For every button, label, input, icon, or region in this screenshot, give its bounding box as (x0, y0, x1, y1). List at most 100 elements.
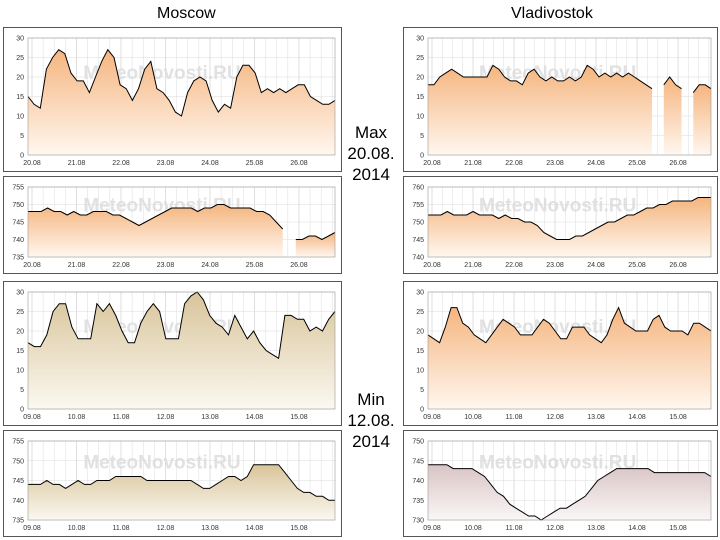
x-tick-label: 13.08 (201, 525, 219, 532)
watermark-text: MeteoNovosti.RU (479, 196, 636, 217)
x-tick-label: 12.08 (157, 525, 175, 532)
min-label-line1: Min (357, 390, 385, 409)
y-tick-label: 20 (16, 329, 24, 336)
vladivostok-max-pressure-svg: MeteoNovosti.RU 740 745 750 755 760 20.08 21.08… (412, 185, 712, 269)
x-tick-label: 20.08 (23, 262, 41, 269)
x-tick-label: 20.08 (23, 160, 41, 167)
series-line (28, 204, 284, 230)
x-tick-label: 12.08 (546, 414, 564, 421)
y-tick-label: 30 (16, 290, 24, 297)
moscow-min-pressure-panel: MeteoNovosti.RU 735 740 745 750 755 09.08 10.08… (3, 430, 342, 537)
y-tick-label: 750 (12, 458, 24, 465)
x-tick-label: 15.08 (290, 525, 308, 532)
y-tick-label: 25 (16, 55, 24, 62)
y-tick-label: 10 (16, 368, 24, 375)
max-label-line1: Max (354, 123, 388, 142)
y-tick-label: 735 (12, 518, 24, 525)
y-tick-label: 0 (20, 407, 24, 414)
x-tick-label: 21.08 (68, 262, 86, 269)
y-tick-label: 0 (420, 153, 424, 160)
plot-area-frame (27, 440, 336, 521)
x-tick-label: 15.08 (669, 414, 687, 421)
y-tick-label: 745 (12, 220, 24, 227)
x-tick-label: 26.08 (290, 262, 308, 269)
y-tick-label: 5 (20, 133, 24, 140)
x-tick-label: 09.08 (23, 525, 41, 532)
series-line (28, 464, 335, 501)
series-line (692, 84, 712, 93)
x-tick-label: 25.08 (628, 262, 646, 269)
x-tick-label: 13.08 (201, 414, 219, 421)
x-tick-label: 24.08 (587, 160, 605, 167)
vladivostok-min-temp-panel: MeteoNovosti.RU 0 5 10 15 20 25 30 09.08 10.08 11.… (403, 281, 718, 426)
series-line (428, 464, 712, 521)
plot-area-frame (27, 291, 336, 410)
x-tick-label: 15.08 (669, 525, 687, 532)
x-tick-label: 26.08 (669, 262, 687, 269)
series-line (428, 197, 711, 240)
x-tick-label: 21.08 (68, 160, 86, 167)
min-label-line3: 2014 (352, 432, 390, 451)
y-tick-label: 755 (12, 185, 24, 192)
vladivostok-min-pressure-panel: MeteoNovosti.RU 730 735 740 745 750 09.08 10.08… (403, 430, 718, 537)
plot-area-frame (427, 186, 712, 258)
moscow-max-pressure-panel: MeteoNovosti.RU 735 740 745 750 755 20.08 21.08… (3, 176, 342, 274)
x-tick-label: 11.08 (112, 525, 129, 532)
x-tick-label: 13.08 (587, 414, 605, 421)
x-tick-label: 13.08 (587, 525, 605, 532)
x-tick-label: 21.08 (464, 160, 482, 167)
x-tick-label: 24.08 (201, 262, 219, 269)
series-area (693, 84, 711, 155)
x-tick-label: 10.08 (68, 414, 86, 421)
x-tick-label: 09.08 (23, 414, 41, 421)
watermark-text: MeteoNovosti.RU (83, 453, 240, 474)
series-area (428, 197, 711, 257)
x-tick-label: 10.08 (464, 414, 482, 421)
x-tick-label: 15.08 (290, 414, 308, 421)
watermark-text: MeteoNovosti.RU (479, 453, 636, 474)
y-tick-label: 15 (416, 94, 424, 101)
vladivostok-column-title: Vladivostok (511, 5, 593, 22)
min-label-line2: 12.08. (347, 411, 395, 430)
x-tick-label: 10.08 (68, 525, 86, 532)
series-line (27, 48, 336, 117)
vladivostok-max-temp-panel: MeteoNovosti.RU 0 5 10 15 20 25 30 20.08 21.08 22.… (403, 27, 718, 172)
x-tick-label: 14.08 (628, 414, 646, 421)
x-tick-label: 12.08 (157, 414, 175, 421)
y-tick-label: 745 (412, 458, 424, 465)
plot-area-frame (427, 440, 712, 521)
series-area (663, 77, 682, 155)
x-tick-label: 20.08 (423, 160, 441, 167)
plot-area-frame (427, 37, 712, 156)
y-tick-label: 735 (412, 498, 424, 505)
y-tick-label: 15 (416, 348, 424, 355)
moscow-min-temp-svg: MeteoNovosti.RU05101520253009.0810.0811.… (16, 290, 336, 421)
y-tick-label: 755 (412, 202, 424, 209)
y-tick-label: 735 (12, 255, 24, 262)
series-line (663, 76, 682, 90)
x-tick-label: 11.08 (506, 414, 523, 421)
y-tick-label: 25 (16, 309, 24, 316)
series-line (427, 306, 712, 344)
series-line (295, 232, 336, 241)
series-line (27, 291, 336, 360)
y-tick-label: 20 (416, 329, 424, 336)
x-tick-label: 20.08 (423, 262, 441, 269)
series-area (28, 49, 335, 156)
y-tick-label: 0 (420, 407, 424, 414)
y-tick-label: 25 (416, 309, 424, 316)
x-tick-label: 22.08 (112, 262, 130, 269)
x-tick-label: 21.08 (464, 262, 482, 269)
y-tick-label: 750 (412, 439, 424, 446)
series-line (428, 64, 653, 90)
series-area (428, 464, 711, 520)
y-tick-label: 740 (12, 237, 24, 244)
y-tick-label: 740 (12, 498, 24, 505)
x-tick-label: 14.08 (628, 525, 646, 532)
y-tick-label: 740 (412, 255, 424, 262)
series-area (428, 307, 711, 409)
x-tick-label: 11.08 (506, 525, 523, 532)
x-tick-label: 25.08 (628, 160, 646, 167)
